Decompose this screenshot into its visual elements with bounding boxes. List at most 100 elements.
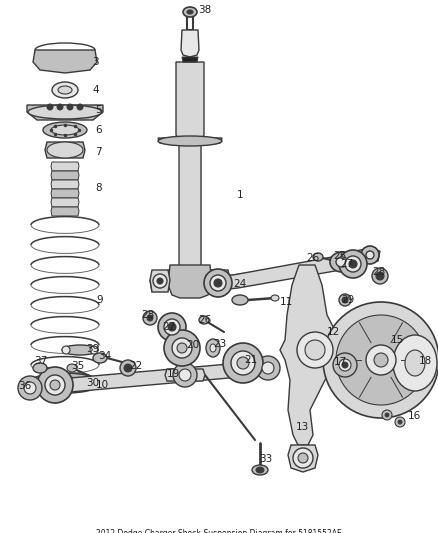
Polygon shape [176,62,204,138]
Text: 28: 28 [372,267,385,277]
Text: 17: 17 [334,357,347,367]
Text: 4: 4 [92,85,99,95]
Polygon shape [51,180,79,189]
Ellipse shape [256,467,264,473]
Ellipse shape [349,260,357,268]
Text: 7: 7 [95,147,102,157]
Polygon shape [51,171,79,180]
Polygon shape [280,265,345,445]
Text: 36: 36 [18,381,31,391]
Polygon shape [210,270,230,292]
Ellipse shape [231,351,255,375]
Ellipse shape [62,345,98,355]
Ellipse shape [214,279,222,287]
Ellipse shape [262,362,274,374]
Text: 34: 34 [98,351,111,361]
Ellipse shape [339,250,367,278]
Ellipse shape [67,364,77,372]
Ellipse shape [168,323,176,331]
Ellipse shape [18,376,42,400]
Text: 22: 22 [129,361,142,371]
Ellipse shape [67,104,73,110]
Ellipse shape [33,363,47,373]
Ellipse shape [158,136,222,146]
Text: 12: 12 [327,327,340,337]
Ellipse shape [382,410,392,420]
Ellipse shape [339,294,351,306]
Text: 20: 20 [186,340,199,350]
Polygon shape [70,361,278,392]
Ellipse shape [41,377,89,389]
Text: 15: 15 [391,335,404,345]
Text: 6: 6 [95,125,102,135]
Ellipse shape [405,350,425,376]
Ellipse shape [199,316,209,324]
Text: 1: 1 [237,190,244,200]
Ellipse shape [47,142,83,158]
Text: 28: 28 [141,310,154,320]
Ellipse shape [183,7,197,17]
Polygon shape [179,62,201,135]
Ellipse shape [47,104,53,110]
Ellipse shape [210,275,226,291]
Polygon shape [179,145,201,268]
Ellipse shape [298,453,308,463]
Ellipse shape [330,252,354,272]
Text: 29: 29 [341,295,354,305]
Ellipse shape [217,278,223,284]
Polygon shape [182,145,198,265]
Ellipse shape [385,413,389,417]
Ellipse shape [164,330,200,366]
Ellipse shape [164,319,180,335]
Ellipse shape [395,417,405,427]
Text: 30: 30 [86,378,99,388]
Polygon shape [150,270,170,292]
Ellipse shape [204,269,232,297]
Ellipse shape [157,278,163,284]
Ellipse shape [45,375,65,395]
Text: 26: 26 [306,253,319,263]
Ellipse shape [232,295,248,305]
Polygon shape [51,189,79,198]
Ellipse shape [398,420,402,424]
Ellipse shape [271,295,279,301]
Polygon shape [51,198,79,207]
Ellipse shape [50,380,60,390]
Text: 18: 18 [419,356,432,366]
Polygon shape [158,138,222,145]
Ellipse shape [336,315,426,405]
Ellipse shape [336,257,348,267]
Ellipse shape [237,357,249,369]
Text: 21: 21 [244,355,257,365]
Ellipse shape [374,353,388,367]
Ellipse shape [57,104,63,110]
Ellipse shape [206,339,220,357]
Ellipse shape [147,315,153,321]
Ellipse shape [297,332,333,368]
Text: 26: 26 [198,315,211,325]
Polygon shape [27,105,103,120]
Ellipse shape [172,338,192,358]
Ellipse shape [366,251,374,259]
Polygon shape [33,50,97,73]
Ellipse shape [43,122,87,138]
Text: 23: 23 [213,339,226,349]
Ellipse shape [51,125,79,135]
Ellipse shape [342,297,348,303]
Text: 37: 37 [34,356,47,366]
Polygon shape [181,30,199,57]
Polygon shape [168,265,212,298]
Polygon shape [342,249,380,270]
Ellipse shape [187,10,193,14]
Text: 27: 27 [340,259,353,269]
Ellipse shape [62,346,70,354]
Ellipse shape [256,356,280,380]
Polygon shape [51,207,79,216]
Text: 38: 38 [198,5,211,15]
Text: 10: 10 [96,380,109,390]
Text: 13: 13 [296,422,309,432]
Ellipse shape [333,353,357,377]
Text: 33: 33 [259,454,272,464]
Ellipse shape [58,86,72,94]
Ellipse shape [120,360,136,376]
